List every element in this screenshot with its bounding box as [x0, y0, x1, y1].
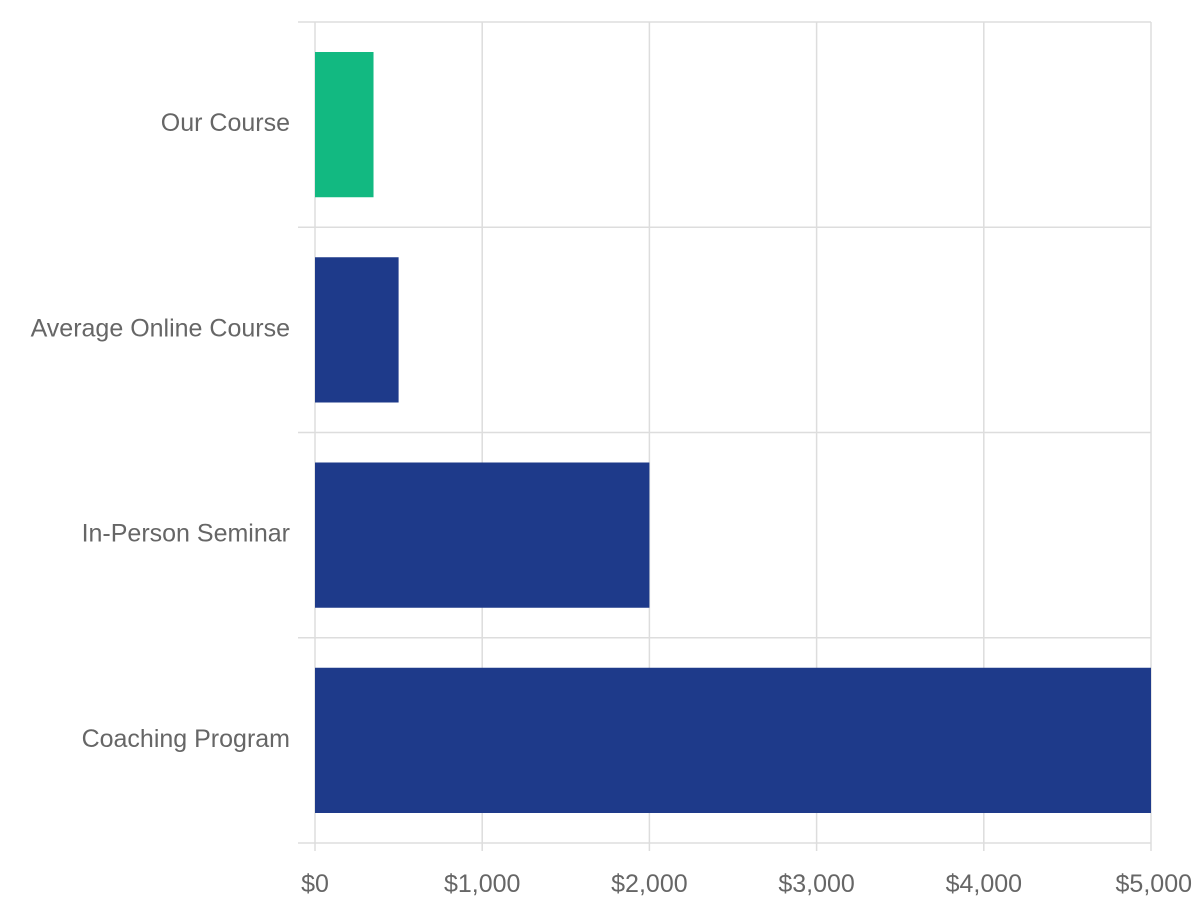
category-label: In-Person Seminar: [82, 520, 290, 548]
bars: [315, 52, 1151, 813]
category-labels: Our Course Average Online Course In-Person…: [31, 109, 290, 753]
grid-lines: [298, 21, 1152, 851]
x-tick-label: $2,000: [611, 870, 687, 898]
x-tick-label: $1,000: [444, 870, 520, 898]
x-axis-ticks: $0 $1,000 $2,000 $3,000 $4,000 $5,000: [301, 870, 1192, 898]
bar-in-person-seminar: [315, 462, 650, 608]
x-tick-label: $4,000: [946, 870, 1022, 898]
x-tick-label: $3,000: [778, 870, 854, 898]
x-tick-label: $0: [301, 870, 329, 898]
category-label: Average Online Course: [31, 314, 290, 342]
bar-coaching-program: [315, 667, 1151, 813]
category-label: Our Course: [161, 109, 290, 137]
bar-average-online-course: [315, 257, 399, 403]
category-label: Coaching Program: [82, 725, 290, 753]
x-tick-label: $5,000: [1116, 870, 1192, 898]
bar-our-course: [315, 52, 374, 198]
